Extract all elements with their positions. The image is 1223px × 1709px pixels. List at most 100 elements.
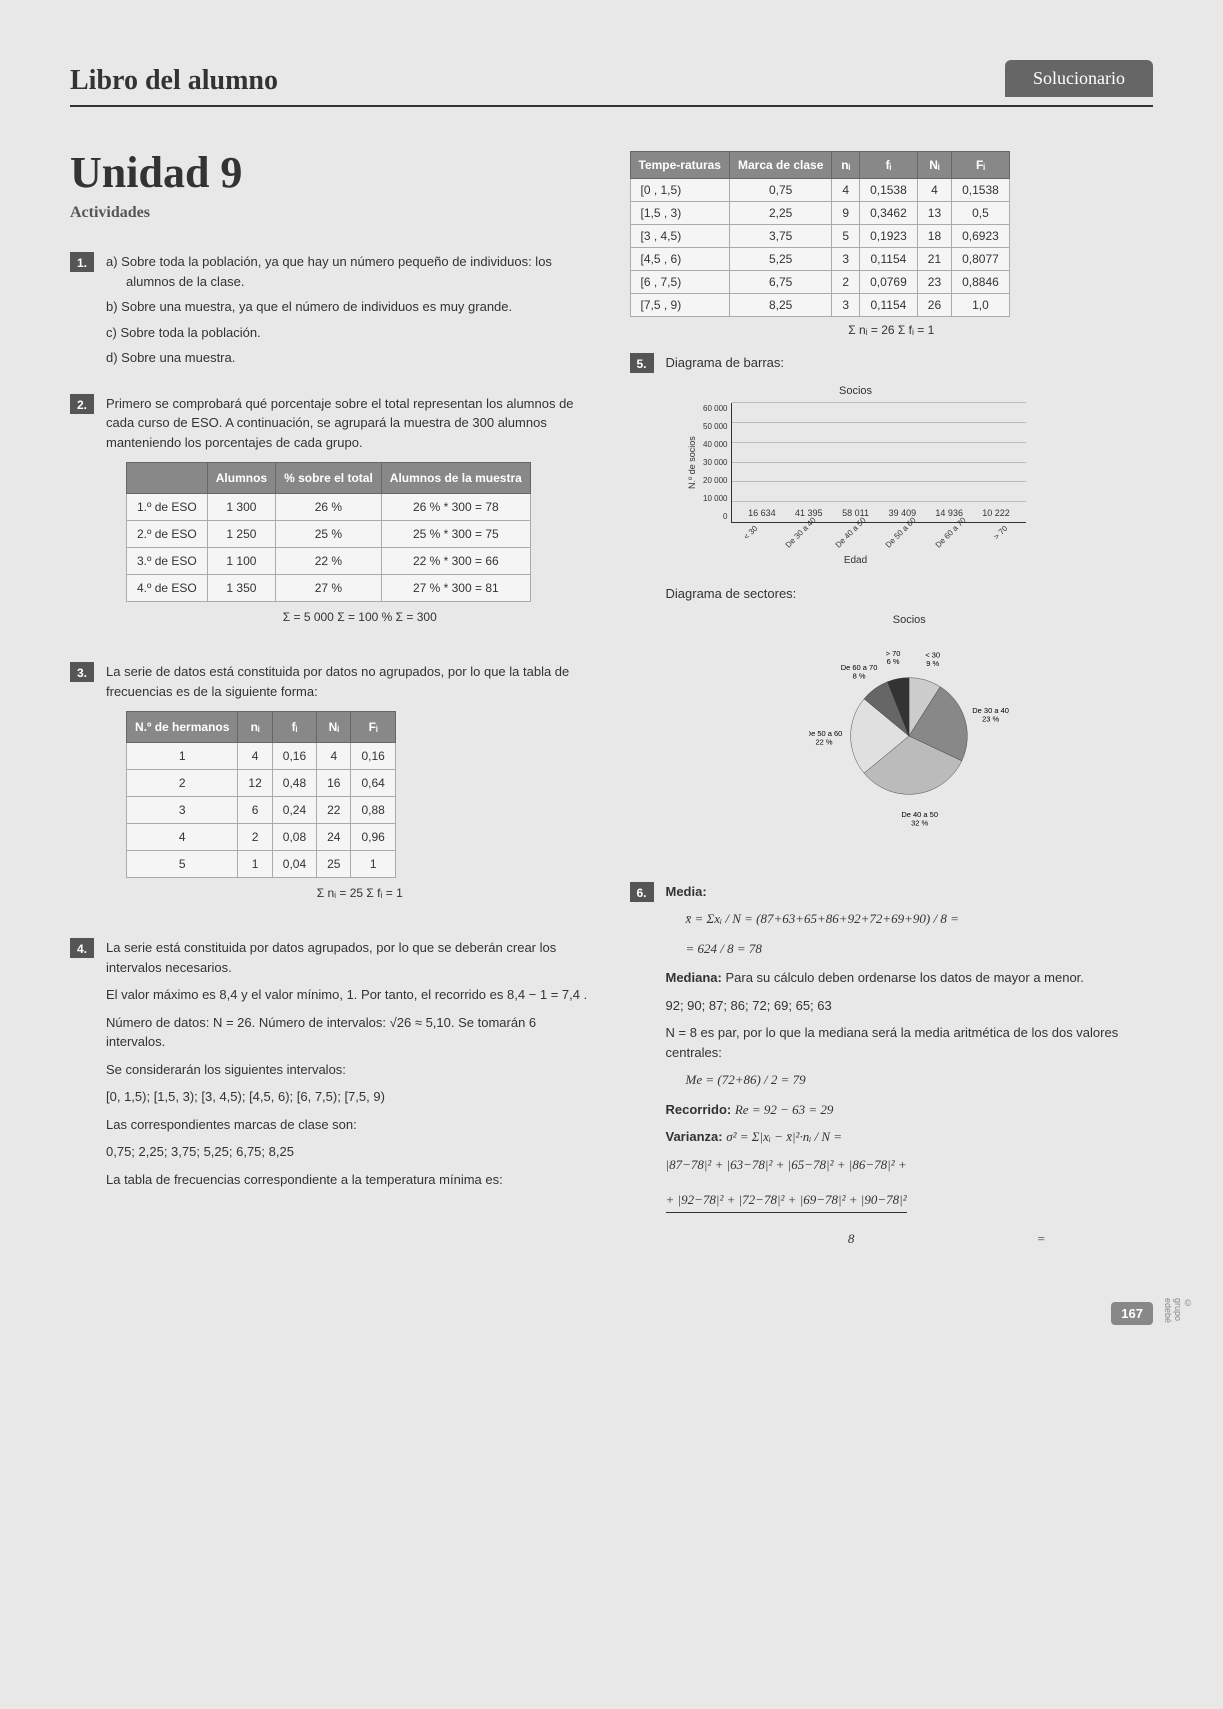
ex1-item-c: c) Sobre toda la población. <box>106 323 594 343</box>
bar-chart-yaxis: 60 00050 00040 00030 00020 00010 0000 <box>703 403 731 523</box>
ex2-intro: Primero se comprobará qué porcentaje sob… <box>106 394 594 453</box>
table-header: nᵢ <box>832 152 860 179</box>
table-row: [4,5 , 6)5,2530,1154210,8077 <box>630 248 1009 271</box>
table-cell: [3 , 4,5) <box>630 225 729 248</box>
bar: 58 011 <box>836 507 876 523</box>
table-header: fᵢ <box>272 712 316 743</box>
table-row: 140,1640,16 <box>127 743 396 770</box>
table-cell: 0,96 <box>351 824 395 851</box>
pie-chart-svg: < 309 %De 30 a 4023 %De 40 a 5032 %De 50… <box>809 636 1009 836</box>
exercise-number: 5. <box>630 353 654 373</box>
exercise-2: 2. Primero se comprobará qué porcentaje … <box>70 394 594 643</box>
table-row: 3.º de ESO1 10022 %22 % * 300 = 66 <box>127 548 531 575</box>
table-cell: 6 <box>238 797 272 824</box>
bar-chart-label: Diagrama de barras: <box>666 353 1154 373</box>
unit-subtitle: Actividades <box>70 204 594 222</box>
table-cell: 24 <box>317 824 351 851</box>
ex4-p7: 0,75; 2,25; 3,75; 5,25; 6,75; 8,25 <box>106 1142 594 1162</box>
table-row: 420,08240,96 <box>127 824 396 851</box>
table-cell: 27 % <box>276 575 382 602</box>
table-cell: 2.º de ESO <box>127 521 208 548</box>
table-cell: 0,8077 <box>952 248 1010 271</box>
table-cell: 0,16 <box>272 743 316 770</box>
table-cell: 23 <box>917 271 951 294</box>
table-cell: 0,1538 <box>952 179 1010 202</box>
table-cell: 26 % * 300 = 78 <box>381 494 530 521</box>
table-header: Tempe-raturas <box>630 152 729 179</box>
table-cell: 1 300 <box>207 494 275 521</box>
table-row: 2.º de ESO1 25025 %25 % * 300 = 75 <box>127 521 531 548</box>
table-cell: 0,5 <box>952 202 1010 225</box>
table-header: Nᵢ <box>317 712 351 743</box>
mediana-n: N = 8 es par, por lo que la mediana será… <box>666 1023 1154 1062</box>
temperature-sum: Σ nᵢ = 26 Σ fᵢ = 1 <box>630 323 1154 337</box>
pie-label: De 40 a 5032 % <box>902 810 939 827</box>
table-cell: 0,75 <box>729 179 831 202</box>
mediana-label: Mediana: <box>666 970 722 985</box>
table-row: [6 , 7,5)6,7520,0769230,8846 <box>630 271 1009 294</box>
varianza-formula-2: |87−78|² + |63−78|² + |65−78|² + |86−78|… <box>666 1155 1154 1175</box>
ex3-table: N.º de hermanosnᵢfᵢNᵢFᵢ140,1640,162120,4… <box>126 711 396 878</box>
table-cell: 1 250 <box>207 521 275 548</box>
pie-chart-label: Diagrama de sectores: <box>666 584 1154 604</box>
varianza-formula-3: + |92−78|² + |72−78|² + |69−78|² + |90−7… <box>666 1190 907 1213</box>
table-cell: 8,25 <box>729 294 831 317</box>
mediana-text: Para su cálculo deben ordenarse los dato… <box>725 970 1083 985</box>
table-cell: 0,08 <box>272 824 316 851</box>
page-footer: 167 © grupo edebé <box>70 1298 1153 1328</box>
ex4-p1: La serie está constituida por datos agru… <box>106 938 594 977</box>
table-cell: [7,5 , 9) <box>630 294 729 317</box>
ex4-p2: El valor máximo es 8,4 y el valor mínimo… <box>106 985 594 1005</box>
table-cell: 5,25 <box>729 248 831 271</box>
table-cell: 2 <box>832 271 860 294</box>
ex2-table: Alumnos% sobre el totalAlumnos de la mue… <box>126 462 531 602</box>
table-header: Nᵢ <box>917 152 951 179</box>
table-cell: 1,0 <box>952 294 1010 317</box>
bar: 39 409 <box>882 507 922 523</box>
table-cell: 22 <box>317 797 351 824</box>
table-cell: 4 <box>127 824 238 851</box>
exercise-6: 6. Media: x̄ = Σxᵢ / N = (87+63+65+86+92… <box>630 882 1154 1259</box>
table-cell: [6 , 7,5) <box>630 271 729 294</box>
table-cell: 13 <box>917 202 951 225</box>
table-cell: 3,75 <box>729 225 831 248</box>
table-cell: 25 % <box>276 521 382 548</box>
table-cell: 9 <box>832 202 860 225</box>
exercise-4: 4. La serie está constituida por datos a… <box>70 938 594 1197</box>
table-cell: 0,1154 <box>860 294 918 317</box>
ex4-p6: Las correspondientes marcas de clase son… <box>106 1115 594 1135</box>
table-header: Alumnos <box>207 463 275 494</box>
table-header: N.º de hermanos <box>127 712 238 743</box>
table-cell: 0,3462 <box>860 202 918 225</box>
unit-title: Unidad 9 <box>70 147 594 198</box>
table-cell: 0,48 <box>272 770 316 797</box>
bar-chart: Socios N.º de socios 60 00050 00040 0003… <box>686 383 1026 569</box>
table-cell: 2,25 <box>729 202 831 225</box>
page-number: 167 <box>1111 1302 1153 1325</box>
exercise-number: 3. <box>70 662 94 682</box>
table-cell: 22 % * 300 = 66 <box>381 548 530 575</box>
table-cell: 1 <box>127 743 238 770</box>
table-cell: 0,1923 <box>860 225 918 248</box>
table-header: Alumnos de la muestra <box>381 463 530 494</box>
ex1-item-d: d) Sobre una muestra. <box>106 348 594 368</box>
table-cell: 1 <box>238 851 272 878</box>
bar-chart-xaxis: < 30De 30 a 40De 40 a 50De 50 a 60De 60 … <box>726 527 1026 539</box>
table-cell: 0,64 <box>351 770 395 797</box>
recorrido-label: Recorrido: <box>666 1102 732 1117</box>
table-cell: 0,0769 <box>860 271 918 294</box>
table-cell: 1 100 <box>207 548 275 575</box>
temperature-table: Tempe-raturasMarca de clasenᵢfᵢNᵢFᵢ[0 , … <box>630 151 1010 317</box>
exercise-number: 1. <box>70 252 94 272</box>
media-formula-2: = 624 / 8 = 78 <box>686 939 1154 959</box>
table-header <box>127 463 208 494</box>
table-cell: 4 <box>317 743 351 770</box>
table-row: [0 , 1,5)0,7540,153840,1538 <box>630 179 1009 202</box>
bar: 16 634 <box>742 507 782 523</box>
page-header: Libro del alumno Solucionario <box>70 60 1153 107</box>
table-cell: 22 % <box>276 548 382 575</box>
table-cell: 1 350 <box>207 575 275 602</box>
exercise-number: 2. <box>70 394 94 414</box>
table-cell: 0,88 <box>351 797 395 824</box>
pie-label: < 309 % <box>926 651 941 668</box>
